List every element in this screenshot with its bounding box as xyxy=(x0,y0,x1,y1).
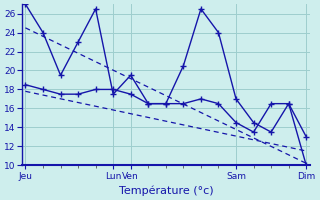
X-axis label: Température (°c): Température (°c) xyxy=(118,185,213,196)
